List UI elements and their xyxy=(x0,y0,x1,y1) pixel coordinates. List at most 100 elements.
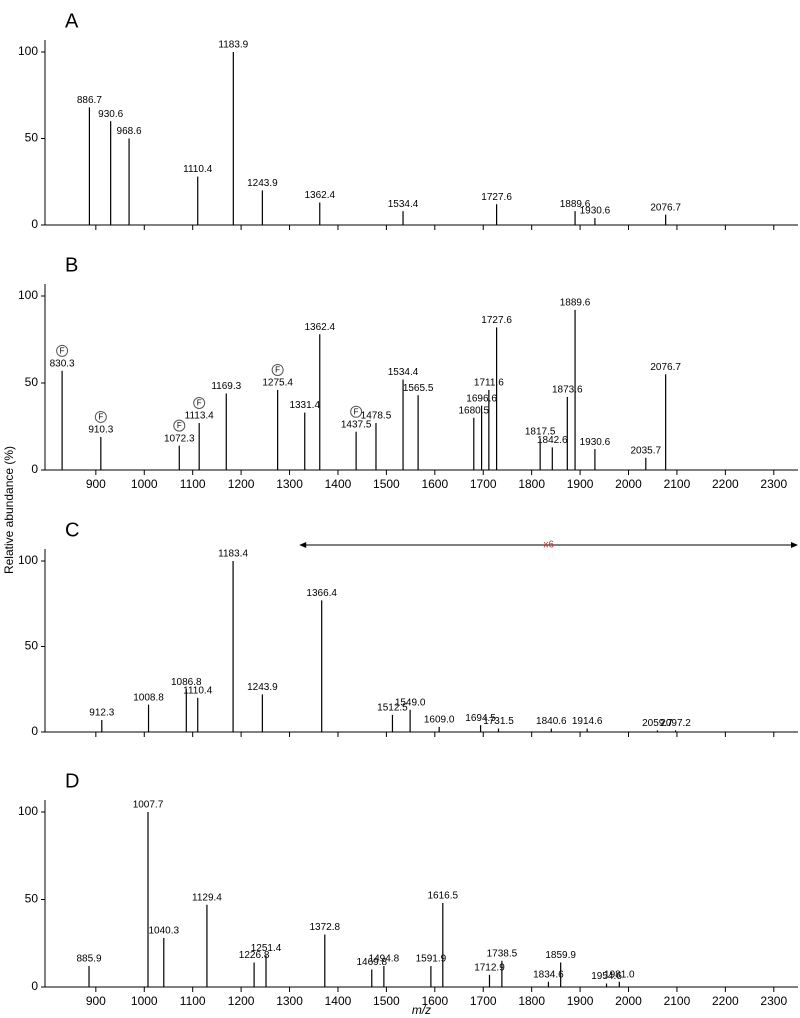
fragment-marker-label: F xyxy=(275,366,280,375)
y-tick-label: 0 xyxy=(31,462,38,476)
peak-label: 2097.2 xyxy=(660,718,691,729)
peak-label: 1873.6 xyxy=(552,385,583,396)
arrow-head xyxy=(791,542,798,548)
arrow-head xyxy=(299,542,307,548)
peak-label: 910.3 xyxy=(88,425,113,436)
y-tick-label: 0 xyxy=(31,217,38,231)
peak-label: 1243.9 xyxy=(247,178,278,189)
peak-label: 1129.4 xyxy=(192,892,222,903)
peak-label: 1711.6 xyxy=(474,378,504,389)
peak-label: 1981.0 xyxy=(604,969,635,980)
x-tick-label: 1700 xyxy=(470,994,497,1008)
peak-label: 1889.6 xyxy=(560,199,591,210)
x-tick-label: 1800 xyxy=(518,994,545,1008)
x-tick-label: 2300 xyxy=(760,477,787,491)
panel-letter: A xyxy=(65,10,79,32)
peak-label: 885.9 xyxy=(77,954,102,965)
peak-label: 1469.8 xyxy=(356,957,387,968)
peak-label: 1694.5 xyxy=(465,713,496,724)
x-tick-label: 900 xyxy=(86,994,106,1008)
peak-label: 1834.6 xyxy=(533,969,564,980)
fragment-marker xyxy=(193,397,206,410)
x-tick-label: 1400 xyxy=(325,477,352,491)
peak-label: 1712.9 xyxy=(474,962,505,973)
y-tick-label: 100 xyxy=(18,44,38,58)
peak-label: 1914.6 xyxy=(572,716,603,727)
y-tick-label: 50 xyxy=(25,131,39,145)
y-tick-label: 100 xyxy=(18,288,38,302)
peak-label: 968.6 xyxy=(117,126,142,137)
peak-label: 1534.4 xyxy=(388,199,419,210)
peak-label: 1738.5 xyxy=(487,948,518,959)
x-tick-label: 1900 xyxy=(567,994,594,1008)
peak-label: 1113.4 xyxy=(185,411,215,422)
peak-label: 1183.9 xyxy=(218,40,248,51)
y-tick-label: 50 xyxy=(25,639,39,653)
y-tick-label: 100 xyxy=(18,553,38,567)
x-tick-label: 1000 xyxy=(131,994,158,1008)
peak-label: 1842.6 xyxy=(537,435,568,446)
fragment-marker-label: F xyxy=(197,399,202,408)
peak-label: 1040.3 xyxy=(148,926,179,937)
y-tick-label: 100 xyxy=(18,804,38,818)
peak-label: 1366.4 xyxy=(306,588,337,599)
peak-label: 1226.8 xyxy=(239,950,270,961)
x-tick-label: 2100 xyxy=(664,477,691,491)
peak-label: 1372.8 xyxy=(309,922,340,933)
peak-label: 1008.8 xyxy=(133,692,164,703)
fragment-marker xyxy=(94,410,107,423)
peak-label: 1840.6 xyxy=(536,716,567,727)
peak-label: 1086.8 xyxy=(171,677,202,688)
peak-label: 2076.7 xyxy=(650,362,681,373)
peak-label: 2059.7 xyxy=(642,718,673,729)
x-tick-label: 1700 xyxy=(470,477,497,491)
x-tick-label: 2100 xyxy=(664,994,691,1008)
x-tick-label: 2000 xyxy=(615,994,642,1008)
peak-label: 1362.4 xyxy=(304,190,335,201)
peak-label: 1930.6 xyxy=(580,206,611,217)
peak-label: 830.3 xyxy=(50,358,75,369)
peak-label: 1727.6 xyxy=(481,192,512,203)
peak-label: 1731.5 xyxy=(483,716,514,727)
peak-label: 1616.5 xyxy=(428,891,459,902)
peak-label: 1331.4 xyxy=(289,400,320,411)
annotation: x6 xyxy=(543,540,554,551)
y-tick-label: 0 xyxy=(31,979,38,993)
x-tick-label: 1600 xyxy=(421,994,448,1008)
peak-label: 1534.4 xyxy=(388,367,419,378)
x-tick-label: 2000 xyxy=(615,477,642,491)
peak-label: 1169.3 xyxy=(211,381,241,392)
y-tick-label: 50 xyxy=(25,375,39,389)
x-tick-label: 2200 xyxy=(712,477,739,491)
peak-label: 1680.5 xyxy=(459,405,490,416)
peak-label: 1251.4 xyxy=(251,943,282,954)
fragment-marker-label: F xyxy=(177,421,182,430)
panel-letter: B xyxy=(65,254,78,276)
peak-label: 2076.7 xyxy=(650,202,681,213)
peak-label: 1930.6 xyxy=(580,437,611,448)
x-tick-label: 2300 xyxy=(760,994,787,1008)
x-tick-label: 1400 xyxy=(325,994,352,1008)
peak-label: 1072.3 xyxy=(164,433,195,444)
fragment-marker-label: F xyxy=(98,413,103,422)
y-tick-label: 50 xyxy=(25,892,39,906)
x-tick-label: 900 xyxy=(86,477,106,491)
fragment-marker xyxy=(173,419,186,432)
x-tick-label: 1500 xyxy=(373,994,400,1008)
x-tick-label: 1000 xyxy=(131,477,158,491)
peak-label: 1591.9 xyxy=(416,954,447,965)
fragment-marker-label: F xyxy=(354,407,359,416)
panel-letter: D xyxy=(65,770,79,792)
peak-label: 1889.6 xyxy=(560,298,591,309)
peak-label: 1609.0 xyxy=(424,715,455,726)
fragment-marker-label: F xyxy=(60,346,65,355)
x-tick-label: 1200 xyxy=(228,477,255,491)
peak-label: 1565.5 xyxy=(403,383,434,394)
panel-letter: C xyxy=(65,519,79,541)
x-tick-label: 1100 xyxy=(180,477,206,491)
peak-label: 1549.0 xyxy=(395,697,426,708)
x-tick-label: 1800 xyxy=(518,477,545,491)
peak-label: 930.6 xyxy=(98,109,123,120)
y-tick-label: 0 xyxy=(31,724,38,738)
peak-label: 1437.5 xyxy=(341,419,372,430)
